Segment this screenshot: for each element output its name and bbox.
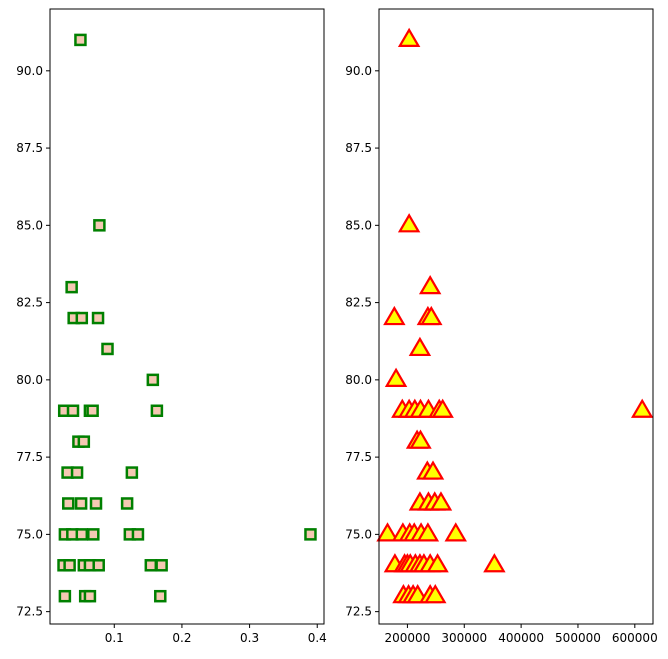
- data-point: [155, 559, 168, 572]
- axes-frame: [49, 8, 325, 625]
- x-tick-label: 400000: [498, 631, 544, 645]
- data-point: [420, 305, 443, 326]
- data-point: [383, 305, 406, 326]
- data-point: [144, 559, 158, 572]
- y-tick-label: 85.0: [16, 218, 43, 232]
- data-point: [397, 213, 421, 233]
- data-point: [65, 280, 78, 294]
- data-point: [408, 336, 432, 357]
- data-point: [58, 589, 72, 603]
- data-point: [418, 274, 442, 295]
- x-tick-label: 0.3: [240, 631, 259, 645]
- data-point: [75, 528, 89, 541]
- data-point: [92, 559, 105, 572]
- data-point: [63, 559, 76, 572]
- data-point: [150, 404, 164, 418]
- data-point: [397, 27, 421, 48]
- data-point: [154, 589, 167, 603]
- x-tick-label: 0.4: [308, 631, 327, 645]
- y-tick-label: 90.0: [345, 64, 372, 78]
- y-tick-label: 72.5: [16, 605, 43, 619]
- data-point: [483, 553, 506, 573]
- data-point: [91, 311, 105, 325]
- x-tick-label: 500000: [555, 631, 601, 645]
- data-point: [66, 404, 80, 418]
- right-scatter-panel: 200000 300000 400000 500000 600000 72.5 75.0 77…: [345, 8, 658, 645]
- data-point: [376, 522, 399, 542]
- y-tick-label: 75.0: [345, 527, 372, 541]
- data-point: [120, 497, 134, 510]
- data-point: [86, 404, 99, 418]
- data-point: [421, 460, 445, 480]
- data-point: [384, 367, 408, 387]
- data-point: [83, 589, 97, 603]
- data-point: [77, 435, 91, 448]
- left-scatter-panel: 0.1 0.2 0.3 0.4 72.5 75.0 77.5 80.0 82.5 85.0 87.5…: [16, 8, 327, 645]
- y-tick-label: 90.0: [16, 64, 43, 78]
- data-point: [431, 398, 454, 418]
- y-tick-label: 87.5: [345, 141, 372, 155]
- x-tick-label: 300000: [441, 631, 487, 645]
- data-point: [62, 497, 75, 510]
- data-point: [630, 398, 654, 418]
- y-tick-label: 80.0: [345, 373, 372, 387]
- y-tick-label: 72.5: [345, 605, 372, 619]
- y-tick-label: 87.5: [16, 141, 43, 155]
- y-tick-label: 85.0: [345, 218, 372, 232]
- y-tick-label: 77.5: [345, 450, 372, 464]
- data-point: [416, 522, 440, 542]
- x-tick-label: 200000: [385, 631, 431, 645]
- data-point: [74, 497, 88, 510]
- y-tick-label: 75.0: [16, 527, 43, 541]
- x-tick-label: 0.2: [172, 631, 191, 645]
- data-point: [93, 219, 106, 232]
- data-point: [74, 33, 87, 47]
- y-tick-label: 82.5: [345, 296, 372, 310]
- data-point: [426, 553, 449, 573]
- axes-frame: [378, 8, 654, 625]
- data-point: [125, 466, 139, 479]
- y-tick-label: 80.0: [16, 373, 43, 387]
- x-tick-label: 600000: [612, 631, 658, 645]
- data-point: [429, 491, 453, 511]
- data-point: [70, 466, 84, 479]
- data-point: [304, 528, 317, 541]
- data-point: [424, 583, 447, 604]
- data-point: [409, 429, 432, 449]
- data-point: [444, 522, 467, 542]
- data-point: [89, 497, 103, 510]
- x-tick-label: 0.1: [105, 631, 124, 645]
- data-point: [146, 373, 160, 387]
- data-point: [75, 311, 89, 325]
- data-point: [131, 528, 145, 541]
- data-point: [87, 528, 100, 541]
- y-tick-label: 82.5: [16, 296, 43, 310]
- y-tick-label: 77.5: [16, 450, 43, 464]
- data-point: [101, 342, 114, 356]
